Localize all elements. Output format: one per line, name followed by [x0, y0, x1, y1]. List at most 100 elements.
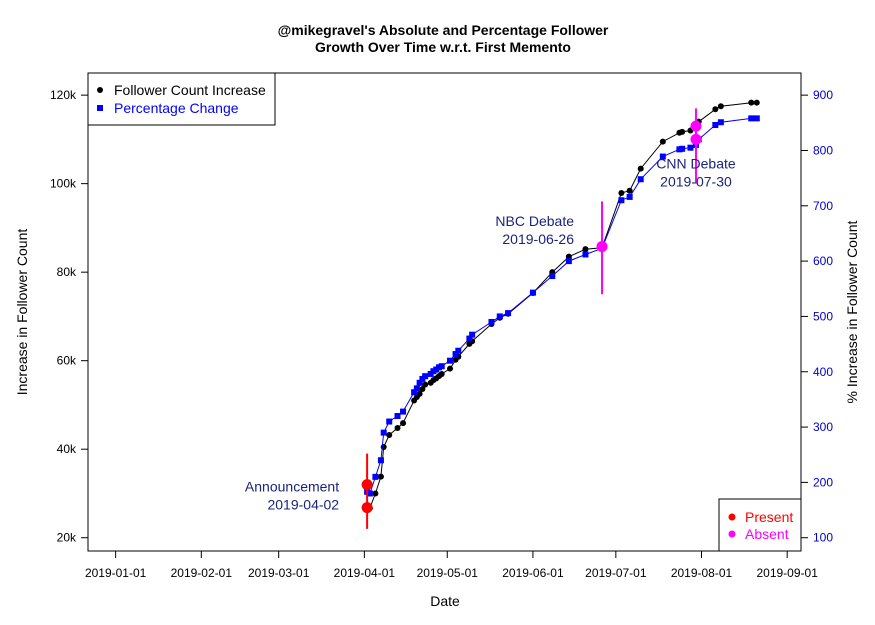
event-marker — [361, 502, 373, 514]
x-tick-label: 2019-03-01 — [248, 566, 310, 580]
series-point — [582, 246, 589, 253]
chart-title-line: @mikegravel's Absolute and Percentage Fo… — [278, 22, 609, 38]
y-left-tick-label: 100k — [50, 177, 77, 191]
y-axis-left: 20k 40k 60k 80k 100k 120k Increase in Follower… — [14, 88, 88, 545]
x-tick-label: 2019-06-01 — [502, 566, 564, 580]
legend-status-swatch — [728, 530, 736, 538]
event-label: Announcement — [245, 478, 339, 494]
plot-area — [87, 72, 802, 552]
series-point — [469, 331, 476, 338]
y-right-tick-label: 300 — [813, 420, 833, 434]
series-point — [447, 365, 454, 372]
legend-series: Follower Count Increase Percentage Change — [87, 72, 276, 126]
series-point — [679, 128, 686, 135]
event-marker — [361, 479, 373, 491]
y-left-tick-label: 120k — [50, 88, 77, 102]
y-right-tick-label: 700 — [813, 199, 833, 213]
y-right-tick-label: 600 — [813, 254, 833, 268]
event-marker — [690, 133, 702, 145]
x-tick-label: 2019-05-01 — [417, 566, 479, 580]
event-label: NBC Debate — [495, 213, 574, 229]
series-point — [455, 347, 462, 354]
series-point — [748, 99, 755, 106]
legend-series-swatch — [97, 105, 103, 111]
series-point — [687, 144, 694, 151]
y-left-tick-label: 80k — [57, 265, 77, 279]
series-point — [400, 420, 407, 427]
series-point — [496, 313, 503, 320]
event-date-label: 2019-04-02 — [267, 496, 339, 512]
x-tick-label: 2019-02-01 — [171, 566, 233, 580]
y-right-tick-label: 400 — [813, 365, 833, 379]
plot-border — [87, 72, 802, 552]
series-point — [438, 363, 445, 370]
series-point — [626, 187, 633, 194]
series-point — [372, 490, 379, 497]
legend-series-swatch — [97, 87, 103, 93]
x-tick-label: 2019-09-01 — [756, 566, 818, 580]
series-point — [386, 418, 393, 425]
series-point — [411, 389, 418, 396]
series-point — [377, 457, 384, 464]
series-point — [372, 473, 379, 480]
y-left-tick-label: 60k — [57, 354, 77, 368]
y-right-tick-label: 500 — [813, 309, 833, 323]
series-point — [422, 373, 429, 380]
series-point — [637, 176, 644, 183]
x-tick-label: 2019-08-01 — [671, 566, 733, 580]
event-date-label: 2019-07-30 — [660, 173, 732, 189]
event-date-label: 2019-06-26 — [502, 231, 574, 247]
series-point — [529, 289, 536, 296]
series-point — [717, 103, 724, 110]
chart-title-line: Growth Over Time w.r.t. First Memento — [315, 39, 571, 55]
series-point — [618, 197, 625, 204]
event-marker — [690, 120, 702, 132]
x-tick-label: 2019-07-01 — [585, 566, 647, 580]
event-marker — [596, 240, 608, 252]
series-point — [466, 335, 473, 342]
series-point — [447, 357, 454, 364]
series-point — [712, 106, 719, 113]
series-point — [717, 119, 724, 126]
event-label: CNN Debate — [656, 155, 736, 171]
series-point — [394, 413, 401, 420]
series-point — [659, 138, 666, 145]
y-left-axis-label: Increase in Follower Count — [14, 229, 30, 396]
series-point — [748, 115, 755, 122]
y-right-tick-label: 900 — [813, 88, 833, 102]
series-point — [565, 258, 572, 265]
events-layer: Announcement 2019-04-02 NBC Debate 2019-06-… — [245, 108, 736, 529]
series-point — [549, 273, 556, 280]
series-point — [416, 379, 423, 386]
y-right-tick-label: 800 — [813, 143, 833, 157]
legend-status-box — [718, 498, 802, 552]
x-axis: 2019-01-01 2019-02-01 2019-03-01 2019-04-01… — [85, 551, 818, 609]
x-tick-label: 2019-04-01 — [334, 566, 396, 580]
chart-title: @mikegravel's Absolute and Percentage Fo… — [278, 22, 609, 55]
legend-series-box — [87, 72, 276, 126]
series-point — [452, 351, 459, 358]
y-left-tick-label: 20k — [57, 531, 77, 545]
series-layer — [364, 99, 760, 512]
legend-status-label: Absent — [745, 526, 789, 542]
series-point — [637, 165, 644, 172]
series-point — [618, 189, 625, 196]
series-point — [394, 424, 401, 431]
series-point — [438, 370, 445, 377]
series-point — [400, 408, 407, 415]
series-point — [505, 310, 512, 317]
series-point — [582, 251, 589, 258]
y-right-tick-label: 100 — [813, 531, 833, 545]
y-right-tick-label: 200 — [813, 475, 833, 489]
series-point — [753, 115, 760, 122]
series-point — [377, 473, 384, 480]
series-point — [419, 386, 426, 393]
series-point — [712, 122, 719, 129]
y-right-axis-label: % Increase in Follower Count — [844, 220, 860, 403]
legend-series-label: Follower Count Increase — [114, 82, 266, 98]
series-point — [753, 99, 760, 106]
legend-status-label: Present — [745, 509, 793, 525]
series-point — [659, 153, 666, 160]
